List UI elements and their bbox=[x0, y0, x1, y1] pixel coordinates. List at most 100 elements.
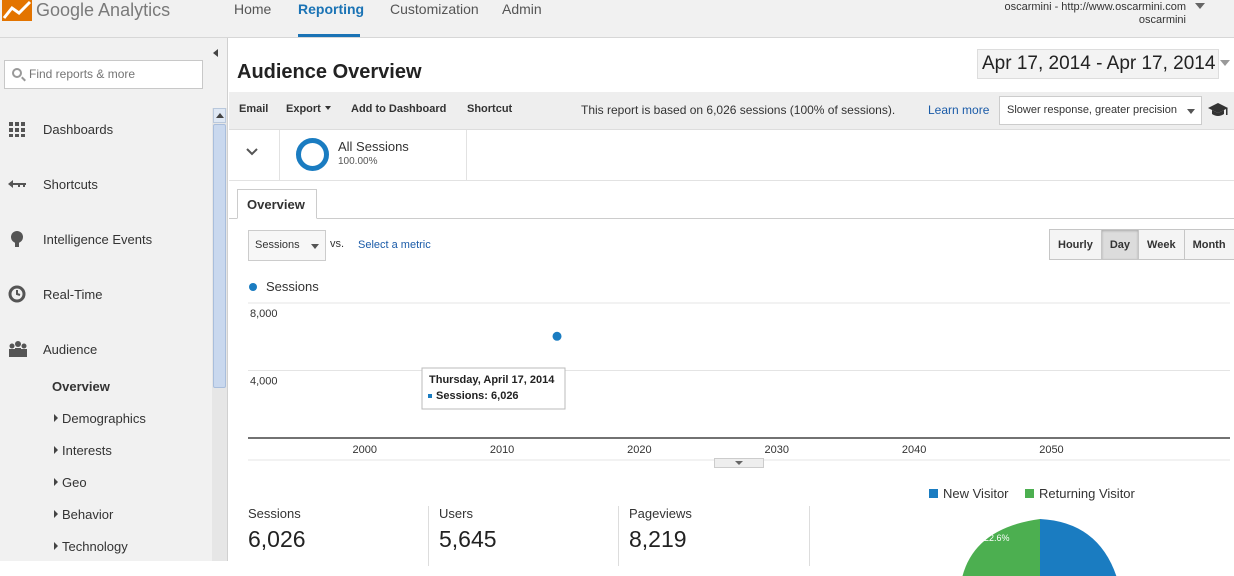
divider bbox=[466, 130, 467, 181]
data-point bbox=[551, 330, 563, 342]
scroll-thumb[interactable] bbox=[213, 124, 226, 388]
divider bbox=[618, 506, 619, 566]
sidebar-item-audience[interactable]: Audience bbox=[0, 334, 210, 364]
sidebar-subitem-overview[interactable]: Overview bbox=[52, 379, 110, 394]
stat-label: Sessions bbox=[248, 506, 301, 521]
top-bar: Google Analytics Home Reporting Customiz… bbox=[0, 0, 1234, 38]
search-icon bbox=[12, 68, 22, 78]
sidebar: Dashboards Shortcuts Intelligence Events… bbox=[0, 38, 228, 561]
collapse-sidebar-icon[interactable] bbox=[213, 49, 218, 57]
vs-label: vs. bbox=[330, 238, 345, 250]
nav-admin[interactable]: Admin bbox=[502, 1, 542, 17]
visitor-pie-chart[interactable]: 22.6% bbox=[949, 516, 1149, 576]
select-metric-link[interactable]: Select a metric bbox=[358, 239, 431, 251]
x-tick-label: 2010 bbox=[490, 444, 514, 456]
subitem-label: Behavior bbox=[62, 507, 114, 522]
subitem-label: Interests bbox=[62, 443, 112, 458]
sidebar-item-label: Real-Time bbox=[43, 286, 103, 302]
sessions-chart[interactable]: 8,000 4,000 2000 2010 2020 2030 2040 2050 Thursd… bbox=[248, 298, 1230, 468]
date-dropdown-icon[interactable] bbox=[1220, 60, 1230, 66]
nav-reporting[interactable]: Reporting bbox=[298, 1, 365, 17]
granularity-toggle: Hourly Day Week Month bbox=[1049, 229, 1234, 260]
sidebar-scrollbar[interactable] bbox=[212, 108, 227, 561]
shortcut-arrow-icon bbox=[8, 175, 26, 193]
legend-label: Returning Visitor bbox=[1039, 486, 1135, 501]
expand-icon bbox=[54, 542, 58, 550]
export-label: Export bbox=[286, 103, 321, 115]
legend-label: New Visitor bbox=[943, 486, 1009, 501]
x-tick-label: 2050 bbox=[1039, 444, 1063, 456]
grid-icon bbox=[8, 120, 26, 138]
search-input[interactable] bbox=[29, 67, 199, 81]
metric-select-label: Sessions bbox=[255, 239, 300, 251]
nav-customization[interactable]: Customization bbox=[390, 1, 479, 17]
hourly-button[interactable]: Hourly bbox=[1050, 230, 1102, 259]
pie-slice-returning bbox=[962, 519, 1040, 576]
stat-users: Users 5,645 bbox=[439, 506, 497, 566]
email-button[interactable]: Email bbox=[239, 103, 269, 115]
sidebar-subitem-interests[interactable]: Interests bbox=[54, 443, 112, 458]
google-analytics-logo[interactable]: Google Analytics bbox=[2, 0, 170, 24]
clock-icon bbox=[8, 285, 26, 303]
nav-home[interactable]: Home bbox=[234, 1, 272, 17]
export-button[interactable]: Export bbox=[286, 103, 331, 115]
tab-underline bbox=[229, 218, 1234, 219]
account-property: oscarmini - http://www.oscarmini.com bbox=[1004, 1, 1186, 13]
legend-label: Sessions bbox=[266, 279, 319, 294]
tab-overview[interactable]: Overview bbox=[237, 189, 317, 219]
segment-ring-icon bbox=[296, 138, 329, 171]
sidebar-item-dashboards[interactable]: Dashboards bbox=[0, 114, 210, 144]
sidebar-subitem-geo[interactable]: Geo bbox=[54, 475, 87, 490]
scroll-up-icon[interactable] bbox=[213, 108, 226, 123]
sidebar-subitem-behavior[interactable]: Behavior bbox=[54, 507, 113, 522]
shortcut-button[interactable]: Shortcut bbox=[467, 103, 513, 115]
expand-icon bbox=[54, 446, 58, 454]
page-title: Audience Overview bbox=[237, 61, 422, 83]
sidebar-subitem-demographics[interactable]: Demographics bbox=[54, 411, 146, 426]
sidebar-item-real-time[interactable]: Real-Time bbox=[0, 279, 210, 309]
main-content: Audience Overview Apr 17, 2014 - Apr 17,… bbox=[229, 38, 1234, 576]
divider bbox=[809, 506, 810, 566]
stat-sessions: Sessions 6,026 bbox=[248, 506, 306, 566]
stat-pageviews: Pageviews 8,219 bbox=[629, 506, 692, 566]
sidebar-subitem-technology[interactable]: Technology bbox=[54, 539, 128, 554]
metric-select[interactable]: Sessions bbox=[248, 230, 326, 261]
sidebar-item-label: Shortcuts bbox=[43, 176, 98, 192]
add-to-dashboard-button[interactable]: Add to Dashboard bbox=[351, 103, 447, 115]
account-dropdown-icon[interactable] bbox=[1195, 3, 1205, 9]
sidebar-item-intelligence-events[interactable]: Intelligence Events bbox=[0, 224, 210, 254]
chevron-down-icon[interactable] bbox=[245, 144, 259, 158]
pie-legend-new-visitor: New Visitor bbox=[929, 486, 1009, 501]
graduation-cap-icon[interactable] bbox=[1207, 102, 1229, 118]
chevron-down-icon bbox=[324, 106, 331, 110]
expand-icon bbox=[54, 478, 58, 486]
day-button[interactable]: Day bbox=[1101, 230, 1140, 259]
sidebar-item-label: Audience bbox=[43, 341, 98, 357]
account-selector[interactable]: oscarmini - http://www.oscarmini.com osc… bbox=[1004, 1, 1186, 27]
lightbulb-icon bbox=[8, 230, 26, 248]
search-box[interactable] bbox=[4, 60, 203, 89]
week-button[interactable]: Week bbox=[1139, 230, 1185, 259]
precision-select[interactable]: Slower response, greater precision bbox=[999, 96, 1202, 125]
segment-percentage: 100.00% bbox=[338, 156, 378, 167]
account-user: oscarmini bbox=[1138, 14, 1186, 26]
segment-bar: All Sessions 100.00% bbox=[229, 130, 1234, 181]
stat-label: Pageviews bbox=[629, 506, 692, 521]
stat-value: 8,219 bbox=[629, 526, 687, 552]
y-tick-label: 8,000 bbox=[250, 308, 278, 320]
expand-icon bbox=[54, 510, 58, 518]
subitem-label: Technology bbox=[62, 539, 128, 554]
chart-expand-handle[interactable] bbox=[714, 458, 764, 468]
subitem-label: Geo bbox=[62, 475, 87, 490]
sidebar-item-shortcuts[interactable]: Shortcuts bbox=[0, 169, 210, 199]
learn-more-link[interactable]: Learn more bbox=[928, 103, 990, 117]
date-range-picker[interactable]: Apr 17, 2014 - Apr 17, 2014 bbox=[977, 49, 1219, 79]
stat-value: 6,026 bbox=[248, 526, 306, 552]
divider bbox=[279, 130, 280, 181]
segment-name[interactable]: All Sessions bbox=[338, 139, 409, 154]
x-tick-label: 2000 bbox=[352, 444, 376, 456]
x-tick-label: 2040 bbox=[902, 444, 926, 456]
month-button[interactable]: Month bbox=[1184, 230, 1234, 259]
stat-label: Users bbox=[439, 506, 473, 521]
logo-text: Google Analytics bbox=[36, 0, 171, 20]
